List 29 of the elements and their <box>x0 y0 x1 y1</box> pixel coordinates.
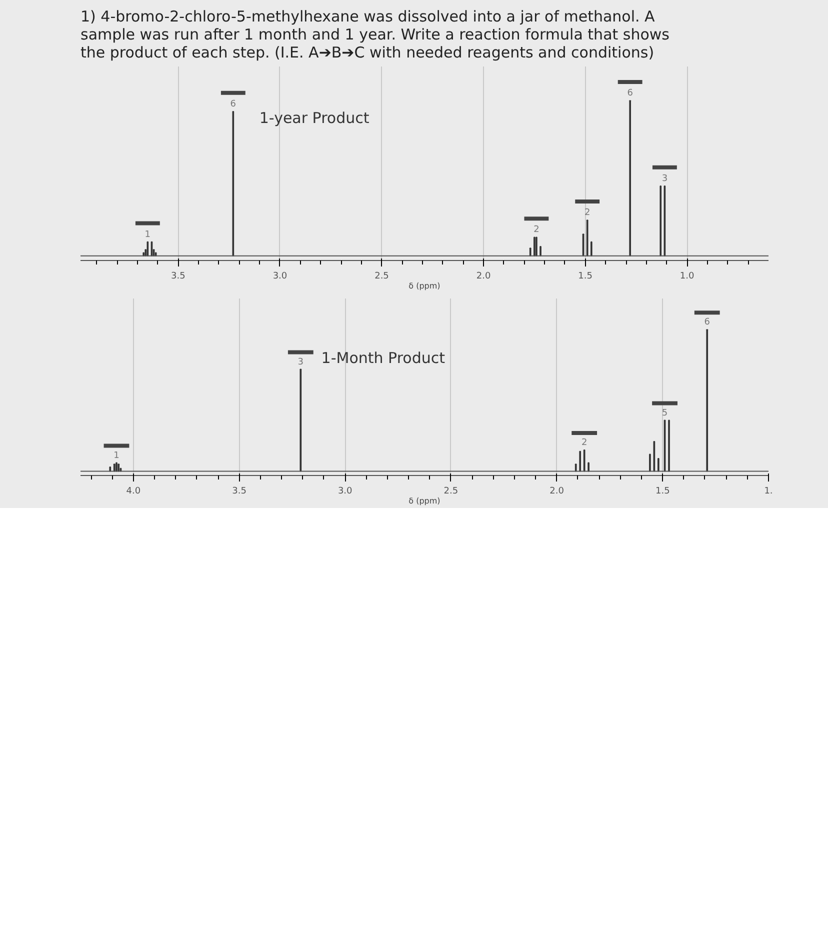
x-tick-label: 4.0 <box>126 486 141 496</box>
x-tick-label: 2.5 <box>444 486 458 496</box>
x-tick-label: 3.0 <box>272 272 288 282</box>
annotation: 2 <box>581 438 588 448</box>
x-tick-label: 1.5 <box>655 486 670 496</box>
annotation: 6 <box>704 318 710 328</box>
x-tick-label: 2.0 <box>476 272 491 282</box>
annotation: 2 <box>534 225 540 236</box>
annotation: 6 <box>627 88 634 99</box>
x-axis-title: δ (ppm) <box>408 282 440 290</box>
text: 1-Month Product <box>321 349 446 367</box>
annotation: 2 <box>584 208 590 218</box>
annotation: 5 <box>662 408 668 418</box>
annotation: 1 <box>144 230 151 240</box>
x-tick-label: 1. <box>764 486 773 496</box>
annotation: 1 <box>114 450 120 461</box>
annotation: 3 <box>662 174 668 184</box>
x-tick-label: 2.5 <box>374 272 389 282</box>
text: 1-year Product <box>259 109 370 128</box>
text: 1) 4-bromo-2-chloro-5-methylhexane was dissolved into a jar of methanol. A sample was run after 1 month and 1 year. Write a reaction formula that shows the product of each step. (I.E. A➔B➔C with needed reagents and conditions) <box>80 8 670 62</box>
annotation: 3 <box>298 357 304 368</box>
x-tick-label: 2.0 <box>550 486 564 496</box>
x-tick-label: 3.5 <box>232 486 246 496</box>
x-tick-label: 1.5 <box>578 272 592 282</box>
x-tick-label: 3.0 <box>338 486 353 496</box>
x-tick-label: 1.0 <box>680 272 695 282</box>
annotation: 6 <box>230 100 236 110</box>
x-axis-title: δ (ppm) <box>408 496 440 506</box>
x-tick-label: 3.5 <box>171 272 186 282</box>
